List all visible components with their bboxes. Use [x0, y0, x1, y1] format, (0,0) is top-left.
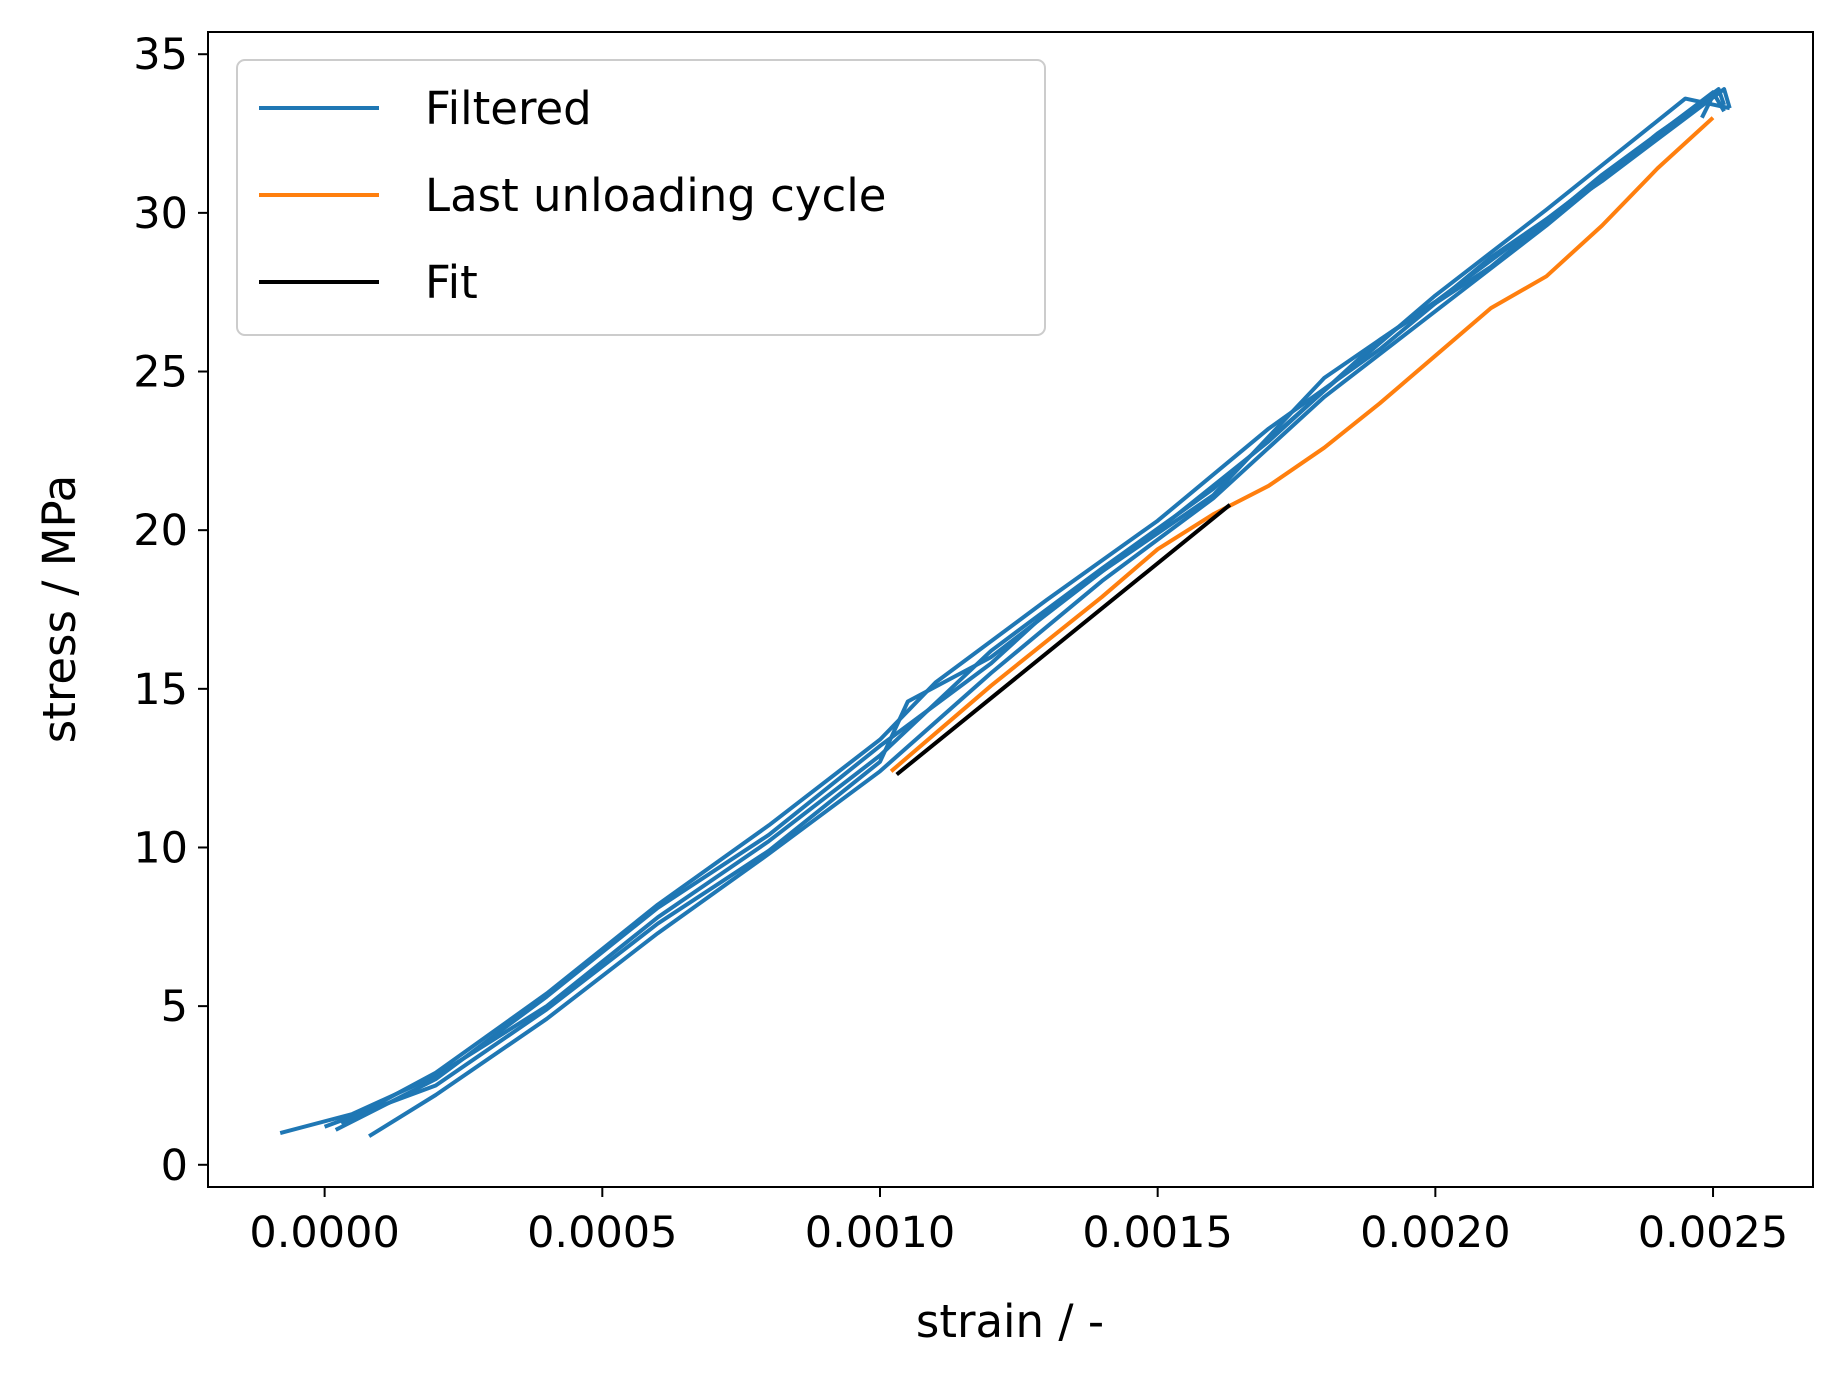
- legend-label-last-unloading-cycle: Last unloading cycle: [425, 169, 886, 222]
- x-tick-label: 0.0025: [1638, 1208, 1788, 1258]
- series-filtered-cycle-5: [340, 87, 1732, 1126]
- plot-frame: [207, 31, 1814, 1188]
- legend-label-fit: Fit: [425, 256, 478, 309]
- x-tick-label: 0.0015: [1082, 1208, 1232, 1258]
- legend-label-filtered: Filtered: [425, 82, 592, 135]
- x-axis-label: strain / -: [916, 1295, 1104, 1348]
- x-tick-label: 0.0005: [527, 1208, 677, 1258]
- y-tick-label: 20: [133, 506, 188, 556]
- y-tick-label: 10: [133, 823, 188, 873]
- series-fit-line: [895, 503, 1232, 777]
- series-last-unloading-cycle-line: [889, 116, 1715, 773]
- y-axis-label: stress / MPa: [33, 475, 86, 743]
- y-tick-label: 35: [133, 30, 188, 80]
- x-tick-label: 0.0000: [249, 1208, 399, 1258]
- x-tick-label: 0.0010: [805, 1208, 955, 1258]
- plot-area: [279, 87, 1732, 1138]
- y-tick-label: 30: [133, 189, 188, 239]
- y-tick-label: 0: [161, 1141, 188, 1191]
- legend-box: [236, 59, 1046, 336]
- y-axis: 0 5 10 15 20 25 30 35: [133, 30, 208, 1191]
- y-tick-label: 15: [133, 665, 188, 715]
- series-filtered-cycle-4: [368, 93, 1715, 1138]
- legend: Filtered Last unloading cycle Fit: [236, 59, 1046, 336]
- y-tick-label: 5: [161, 982, 188, 1032]
- x-tick-label: 0.0020: [1360, 1208, 1510, 1258]
- x-axis: 0.0000 0.0005 0.0010 0.0015 0.0020 0.0025: [249, 1187, 1788, 1258]
- y-tick-label: 25: [133, 348, 188, 398]
